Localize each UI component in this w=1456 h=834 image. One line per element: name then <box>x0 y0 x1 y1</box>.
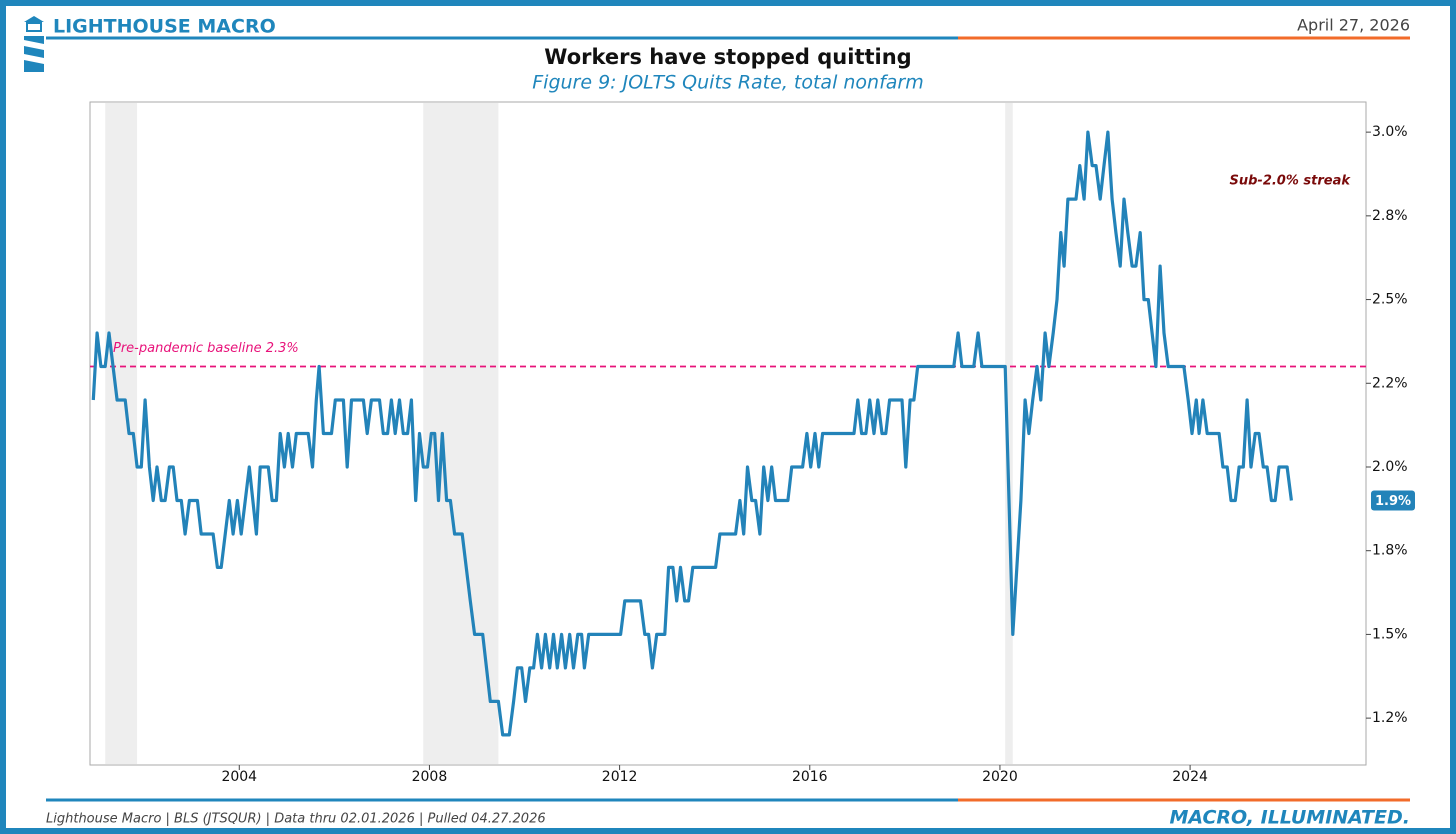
annotation: Sub-2.0% streak <box>1230 174 1352 189</box>
date: April 27, 2026 <box>1297 16 1410 35</box>
x-tick-label: 2012 <box>602 769 638 785</box>
x-tick-label: 2020 <box>982 769 1018 785</box>
x-tick-label: 2004 <box>221 769 257 785</box>
x-tick-label: 2016 <box>792 769 828 785</box>
end-label-box <box>1371 490 1415 511</box>
chart-subtitle: Figure 9: JOLTS Quits Rate, total nonfar… <box>532 72 924 94</box>
quits-line <box>91 130 1293 737</box>
end-label: 1.9% <box>1375 494 1411 509</box>
chart-title: Workers have stopped quitting <box>544 45 911 69</box>
recession-shade <box>1005 103 1013 764</box>
tagline: MACRO, ILLUMINATED. <box>1169 807 1410 829</box>
y-tick-label: 1.8% <box>1372 543 1408 559</box>
y-tick-label: 3.0% <box>1372 124 1408 140</box>
logo <box>24 16 44 72</box>
y-tick-label: 1.2% <box>1372 710 1408 726</box>
y-tick-label: 2.0% <box>1372 459 1408 475</box>
source: Lighthouse Macro | BLS (JTSQUR) | Data t… <box>46 812 546 827</box>
brand: LIGHTHOUSE MACRO <box>53 16 276 38</box>
baseline-label: Pre-pandemic baseline 2.3% <box>113 341 299 356</box>
y-tick-label: 2.8% <box>1372 208 1408 224</box>
y-tick-label: 2.5% <box>1372 292 1408 308</box>
y-tick-label: 1.5% <box>1372 626 1408 642</box>
x-tick-label: 2024 <box>1172 769 1208 785</box>
plot: 1.2% 1.5% 1.8% 2.0% 2.2% 2.5% 2.8% 3.0% 2004 2008… <box>89 101 1415 785</box>
x-tick-label: 2008 <box>412 769 448 785</box>
y-tick-label: 2.2% <box>1372 375 1408 391</box>
